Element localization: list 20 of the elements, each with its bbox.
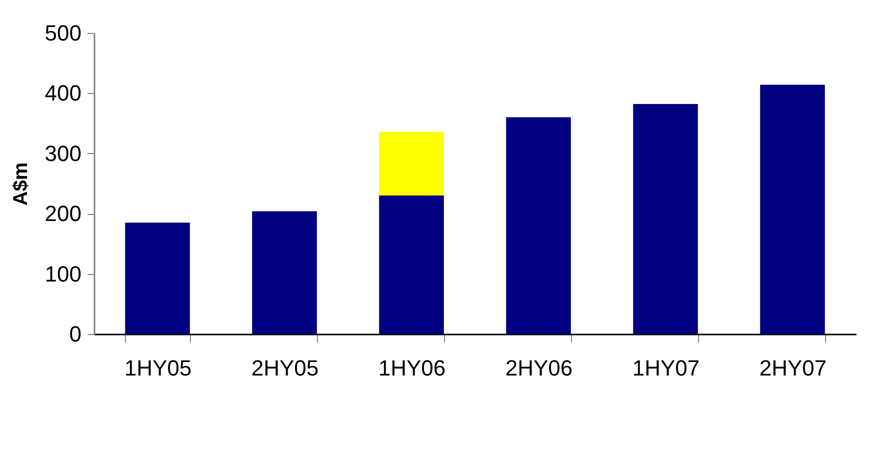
bar: [760, 84, 825, 334]
bar: [252, 211, 317, 334]
y-tick-label: 400: [44, 80, 82, 106]
y-tick-label: 500: [44, 20, 82, 46]
x-tick-label: 1HY05: [124, 356, 192, 380]
x-tick-label: 1HY06: [378, 356, 446, 380]
bar: [379, 132, 444, 196]
y-tick-label: 0: [69, 322, 82, 346]
x-tick-label: 2HY05: [251, 356, 319, 380]
x-tick-label: 1HY07: [632, 356, 700, 380]
bar: [633, 104, 698, 334]
y-axis-title: A$m: [10, 162, 32, 206]
x-tick-label: 2HY07: [759, 356, 827, 380]
bar: [506, 117, 571, 334]
y-tick-label: 200: [44, 201, 82, 226]
bar: [125, 222, 190, 334]
x-tick-label: 2HY06: [505, 356, 573, 380]
bar: [379, 196, 444, 334]
y-tick-label: 100: [44, 261, 82, 286]
y-tick-label: 300: [44, 140, 82, 166]
